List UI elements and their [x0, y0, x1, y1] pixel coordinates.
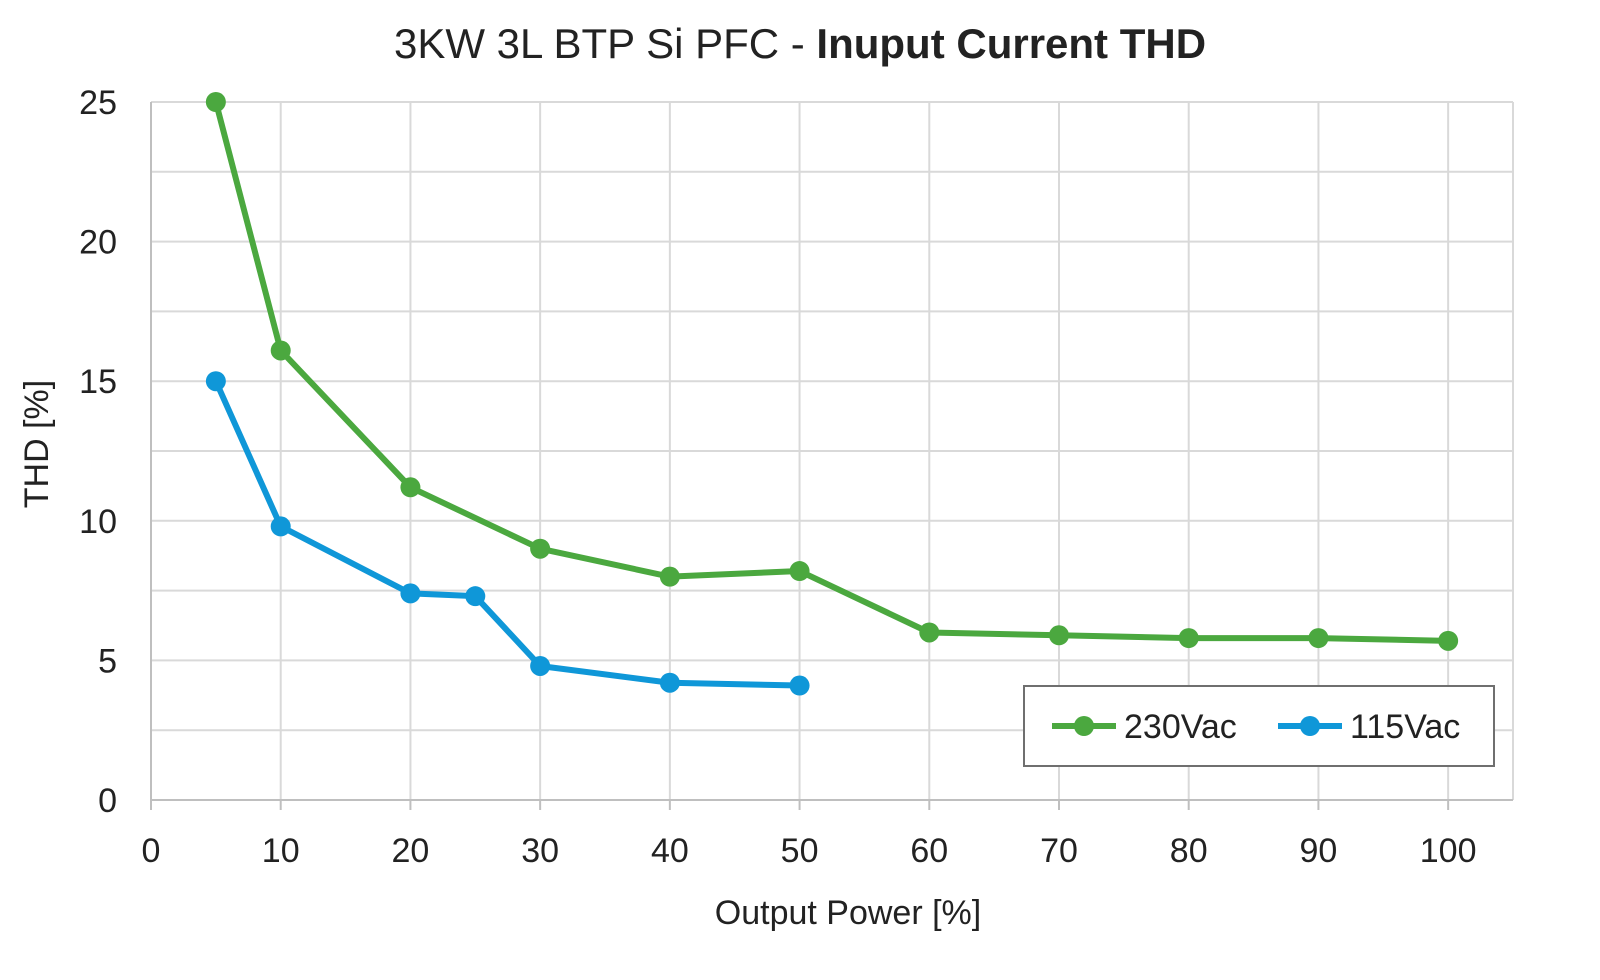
x-tick-label: 10 [262, 832, 300, 870]
data-point [1049, 625, 1069, 646]
chart-title-main: Inuput Current THD [816, 20, 1206, 67]
x-tick-label: 90 [1300, 832, 1338, 870]
data-point [205, 92, 226, 112]
x-tick-label: 20 [392, 832, 430, 870]
data-point [1178, 628, 1199, 649]
data-point [270, 340, 291, 361]
y-tick-label: 0 [98, 782, 117, 820]
chart-title-prefix: 3KW 3L BTP Si PFC - [394, 20, 816, 67]
data-point [400, 583, 421, 604]
data-point [530, 655, 551, 676]
x-tick-label: 40 [651, 832, 689, 870]
series-230Vac [205, 92, 1459, 651]
x-tick-labels: 0 10 20 30 40 50 60 70 80 90 100 [142, 832, 1477, 870]
data-point [400, 477, 421, 498]
y-axis-title: THD [%] [18, 380, 56, 508]
data-point [659, 672, 680, 693]
y-tick-labels: 0 5 10 15 20 25 [79, 84, 117, 820]
data-point [1438, 630, 1459, 651]
y-tick-label: 20 [79, 224, 117, 262]
y-tick-label: 10 [79, 503, 117, 541]
x-tick-label: 70 [1040, 832, 1078, 870]
y-tick-label: 15 [79, 363, 117, 401]
data-point [530, 538, 551, 559]
legend-swatch-marker [1300, 716, 1320, 736]
axes [150, 102, 1513, 810]
x-tick-label: 50 [781, 832, 819, 870]
x-axis-title: Output Power [%] [715, 894, 981, 932]
data-point [1308, 628, 1329, 649]
data-point [659, 566, 680, 587]
chart-title: 3KW 3L BTP Si PFC - Inuput Current THD [394, 20, 1206, 67]
data-point [789, 675, 810, 696]
series-group [205, 92, 1459, 696]
y-tick-label: 25 [79, 84, 117, 122]
data-point [270, 516, 291, 537]
data-point [465, 586, 486, 607]
data-point [205, 371, 226, 392]
series-line [212, 99, 1452, 644]
x-tick-label: 0 [142, 832, 161, 870]
x-tick-label: 100 [1420, 832, 1477, 870]
legend: 230Vac 115Vac [1023, 685, 1495, 767]
legend-swatch-marker [1074, 716, 1094, 736]
legend-label: 230Vac [1124, 708, 1237, 746]
series-115Vac [205, 371, 810, 696]
legend-label: 115Vac [1350, 708, 1460, 746]
x-tick-label: 60 [910, 832, 948, 870]
y-tick-label: 5 [98, 642, 117, 680]
data-point [919, 622, 940, 643]
x-tick-label: 80 [1170, 832, 1208, 870]
x-tick-label: 30 [521, 832, 559, 870]
data-point [789, 561, 810, 582]
